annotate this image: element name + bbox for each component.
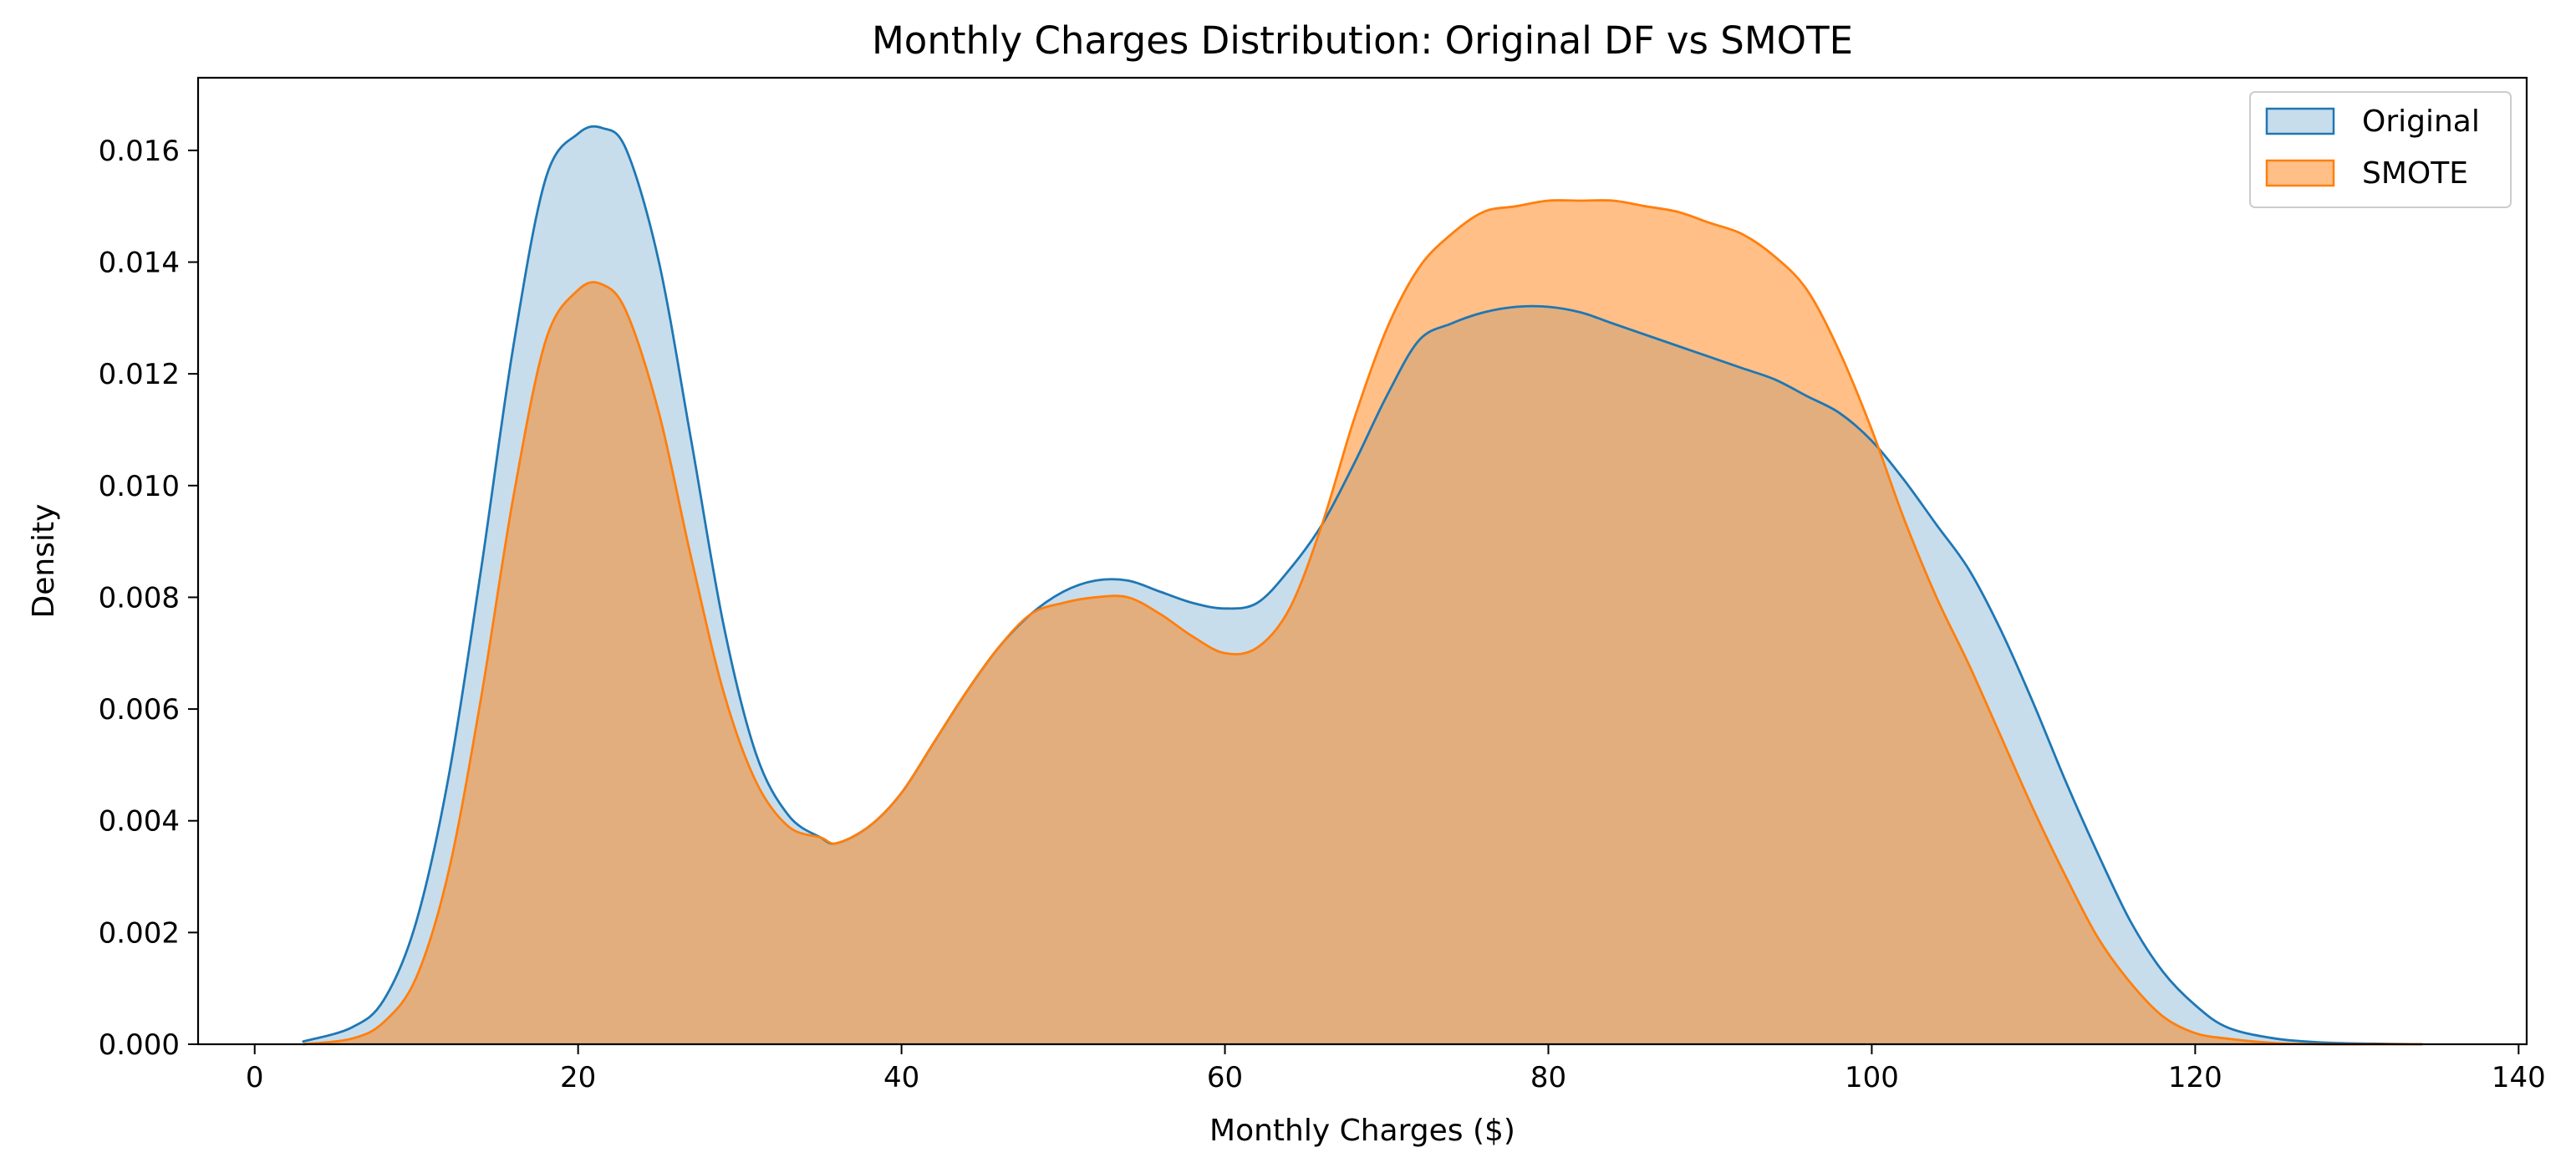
series-layer — [302, 125, 2423, 1046]
legend-label-smote: SMOTE — [2362, 156, 2468, 191]
y-tick-label: 0.010 — [99, 470, 180, 503]
legend-swatch-original — [2265, 107, 2335, 135]
y-tick-label: 0.002 — [99, 916, 180, 950]
y-tick-label: 0.006 — [99, 693, 180, 727]
series-line-original — [302, 125, 2423, 1046]
x-tick-label: 40 — [883, 1061, 919, 1094]
legend-swatch-smote — [2265, 159, 2335, 187]
x-tick-label: 100 — [1845, 1061, 1899, 1094]
x-tick-label: 60 — [1207, 1061, 1243, 1094]
x-tick-label: 120 — [2168, 1061, 2222, 1094]
y-axis-label: Density — [27, 504, 61, 619]
y-tick-label: 0.008 — [99, 581, 180, 615]
x-axis-ticks: 0 20 40 60 80 100 120 140 — [246, 1044, 2546, 1094]
x-tick-label: 20 — [560, 1061, 596, 1094]
y-tick-label: 0.014 — [99, 247, 180, 280]
x-tick-label: 0 — [246, 1061, 264, 1094]
y-tick-label: 0.004 — [99, 805, 180, 839]
chart-title: Monthly Charges Distribution: Original D… — [872, 18, 1853, 63]
legend-label-original: Original — [2362, 105, 2480, 139]
x-axis-label: Monthly Charges ($) — [1209, 1114, 1515, 1148]
series-area-smote — [303, 200, 2422, 1045]
series-line-smote — [302, 199, 2423, 1046]
y-tick-label: 0.012 — [99, 358, 180, 391]
y-tick-label: 0.000 — [99, 1028, 180, 1062]
plot-frame — [196, 76, 2528, 1046]
y-axis-ticks: 0.000 0.002 0.004 0.006 0.008 0.010 0.012 0.014… — [99, 135, 198, 1062]
legend: Original SMOTE — [2249, 91, 2512, 208]
x-tick-label: 140 — [2492, 1061, 2546, 1094]
y-tick-label: 0.016 — [99, 135, 180, 168]
x-tick-label: 80 — [1530, 1061, 1566, 1094]
